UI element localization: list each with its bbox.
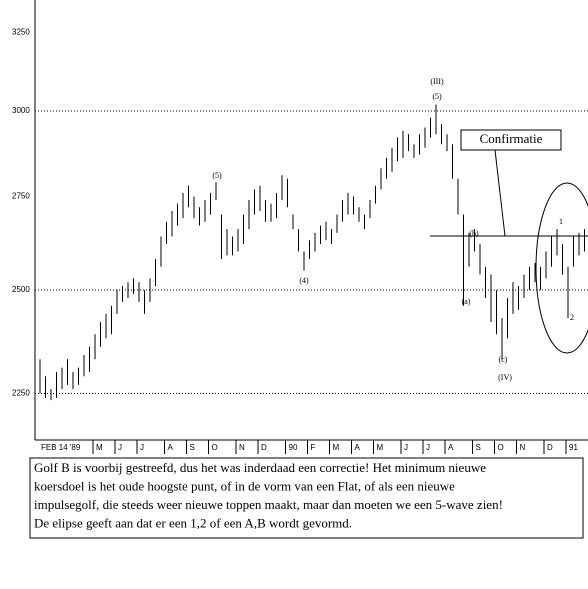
x-tick-label: J (118, 443, 122, 452)
note-line: Golf B is voorbij gestreefd, dus het was… (34, 460, 486, 475)
x-tick-label: A (448, 443, 454, 452)
wave-label: 1 (559, 217, 563, 226)
x-tick-label: FEB 14 '89 (41, 443, 81, 452)
x-tick-label: F (311, 443, 316, 452)
x-tick-label: D (261, 443, 267, 452)
x-tick-label: A (168, 443, 174, 452)
wave-label: (4) (299, 276, 309, 285)
y-tick-label: 2250 (12, 389, 30, 398)
note-line: impulsegolf, die steeds weer nieuwe topp… (34, 497, 503, 512)
ellipse (535, 182, 588, 354)
callout-text: Confirmatie (480, 131, 543, 146)
x-tick-label: 90 (289, 443, 298, 452)
note-line: De elipse geeft aan dat er een 1,2 of ee… (34, 515, 352, 530)
x-tick-label: N (239, 443, 245, 452)
x-tick-label: O (212, 443, 218, 452)
x-tick-label: S (190, 443, 195, 452)
wave-label: 2 (570, 313, 574, 322)
x-tick-label: 91 (569, 443, 578, 452)
wave-label: (5) (212, 171, 222, 180)
y-tick-label: 2750 (12, 192, 30, 201)
wave-label: (5) (432, 92, 442, 101)
y-tick-label: 3000 (12, 106, 30, 115)
x-tick-label: O (498, 443, 504, 452)
wave-label: (b) (469, 229, 479, 238)
x-tick-label: J (426, 443, 430, 452)
x-tick-label: M (377, 443, 384, 452)
x-tick-label: N (520, 443, 526, 452)
x-tick-label: M (333, 443, 340, 452)
callout-box (460, 129, 562, 151)
x-tick-label: J (140, 443, 144, 452)
x-tick-label: S (476, 443, 481, 452)
wave-label: (a) (462, 297, 471, 306)
note-line: koersdoel is het oude hoogste punt, of i… (34, 478, 455, 493)
x-tick-label: A (355, 443, 361, 452)
x-tick-label: J (404, 443, 408, 452)
y-tick-label: 3250 (12, 28, 30, 37)
wave-label: (c) (499, 355, 508, 364)
wave-label: (IV) (498, 373, 512, 382)
x-tick-label: D (547, 443, 553, 452)
y-tick-label: 2500 (12, 285, 30, 294)
callout-line (494, 149, 506, 237)
wave-label: (III) (430, 77, 444, 86)
x-tick-label: M (96, 443, 103, 452)
note-box (29, 457, 584, 539)
